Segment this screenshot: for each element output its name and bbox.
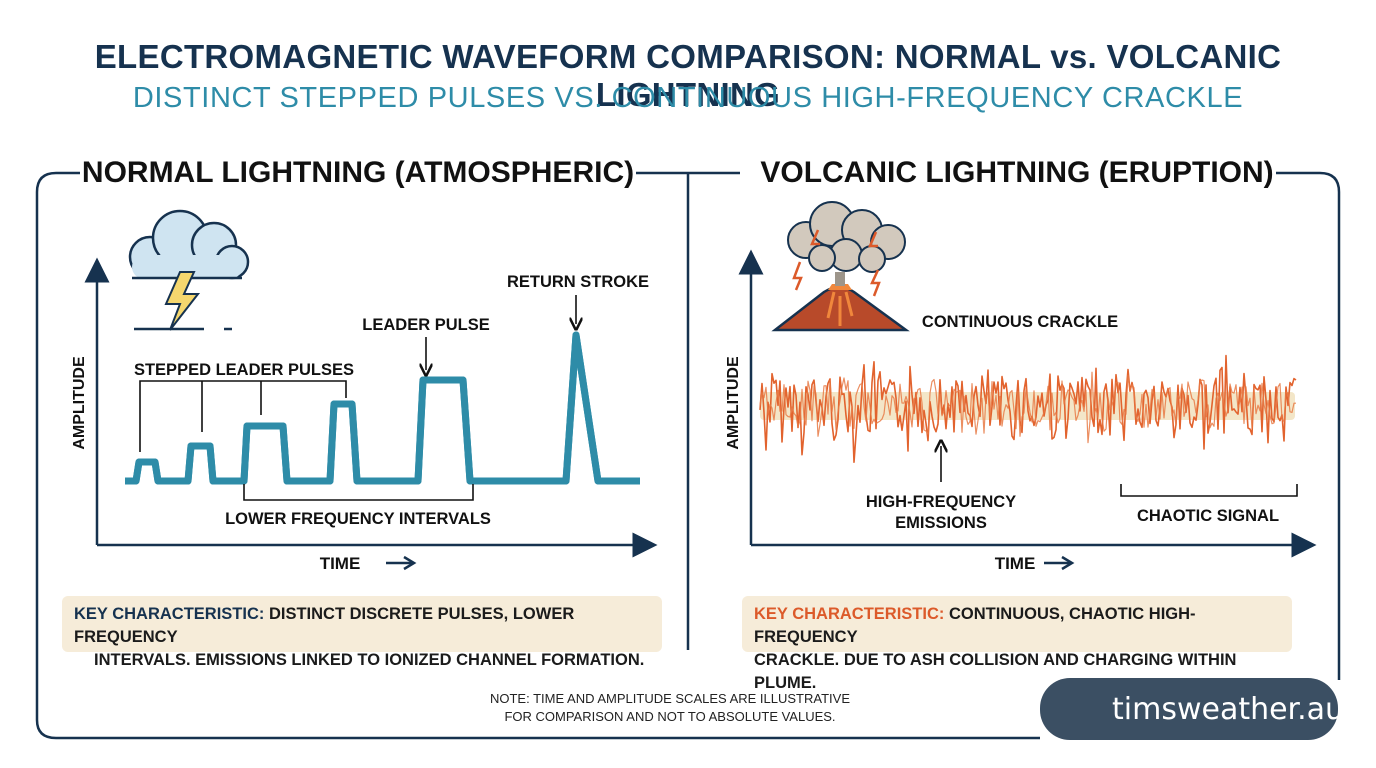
chaotic-signal-bracket (1120, 484, 1298, 497)
volcanic-heading: VOLCANIC LIGHTNING (ERUPTION) (760, 156, 1273, 189)
volcanic-x-axis-label: TIME (995, 554, 1036, 573)
lower-frequency-label: LOWER FREQUENCY INTERVALS (225, 510, 491, 528)
scale-note: NOTE: TIME AND AMPLITUDE SCALES ARE ILLU… (470, 690, 870, 726)
hf-emissions-label-line2: EMISSIONS (895, 514, 987, 532)
hf-emissions-label-line1: HIGH-FREQUENCY (866, 493, 1016, 511)
volcanic-axes (738, 249, 1317, 558)
page-title: ELECTROMAGNETIC WAVEFORM COMPARISON: NOR… (94, 38, 1282, 113)
brand-badge[interactable]: timsweather.au (1040, 678, 1344, 740)
page-subtitle: DISTINCT STEPPED PULSES VS. CONTINUOUS H… (132, 82, 1244, 114)
outer-frame (35, 171, 1341, 740)
brand-text: timsweather.au (1112, 691, 1345, 727)
normal-x-axis-label: TIME (320, 554, 361, 573)
volcanic-key-label: KEY CHARACTERISTIC: (754, 605, 945, 623)
normal-key-label: KEY CHARACTERISTIC: (74, 605, 265, 623)
volcanic-key-text-1: CONTINUOUS, CHAOTIC HIGH-FREQUENCY (754, 605, 1196, 646)
normal-key-text-1: DISTINCT DISCRETE PULSES, LOWER FREQUENC… (74, 605, 575, 646)
return-stroke-label: RETURN STROKE (507, 273, 649, 291)
normal-time-arrow (386, 555, 417, 571)
storm-cloud-lightning-icon (128, 209, 250, 331)
chaotic-signal-label: CHAOTIC SIGNAL (1137, 507, 1279, 525)
normal-heading: NORMAL LIGHTNING (ATMOSPHERIC) (82, 156, 634, 189)
volcanic-key-text-2: CRACKLE. DUE TO ASH COLLISION AND CHARGI… (754, 651, 1237, 692)
normal-key-text-2: INTERVALS. EMISSIONS LINKED TO IONIZED C… (94, 651, 645, 669)
normal-annotation-lines (139, 295, 576, 501)
volcanic-time-arrow (1044, 555, 1075, 571)
volcanic-key-characteristic: KEY CHARACTERISTIC: CONTINUOUS, CHAOTIC … (742, 596, 1292, 692)
scale-note-line-2: FOR COMPARISON AND NOT TO ABSOLUTE VALUE… (504, 709, 836, 724)
volcanic-y-axis-label: AMPLITUDE (725, 356, 742, 450)
scale-note-line-1: NOTE: TIME AND AMPLITUDE SCALES ARE ILLU… (489, 691, 850, 706)
normal-axes (84, 257, 658, 558)
continuous-crackle-label: CONTINUOUS CRACKLE (922, 313, 1118, 331)
leader-pulse-label: LEADER PULSE (362, 316, 489, 334)
erupting-volcano-icon (771, 201, 910, 332)
volcanic-waveform (759, 354, 1297, 463)
normal-waveform (125, 331, 640, 485)
stepped-leader-label: STEPPED LEADER PULSES (134, 361, 354, 379)
normal-y-axis-label: AMPLITUDE (71, 356, 88, 450)
normal-key-characteristic: KEY CHARACTERISTIC: DISTINCT DISCRETE PU… (62, 596, 662, 669)
